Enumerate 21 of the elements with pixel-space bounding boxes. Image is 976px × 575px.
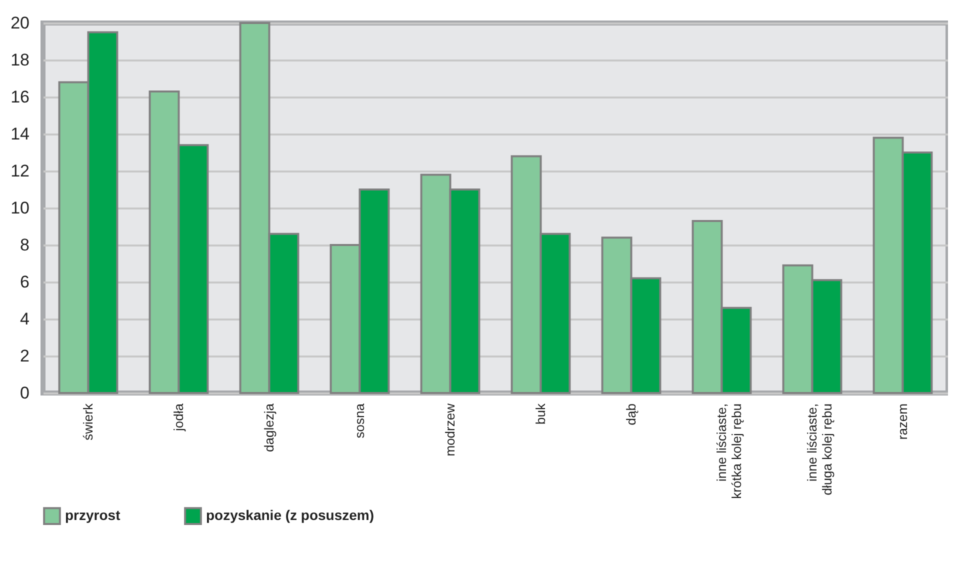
y-tick-label: 6 bbox=[20, 272, 30, 292]
y-tick-label: 18 bbox=[10, 50, 30, 70]
legend-label: pozyskanie (z posuszem) bbox=[206, 507, 374, 524]
y-tick-label: 20 bbox=[10, 14, 30, 32]
x-tick-label: sosna bbox=[352, 402, 367, 438]
x-tick-label: daglezja bbox=[261, 402, 276, 452]
legend-label: przyrost bbox=[65, 507, 121, 524]
y-tick-label: 16 bbox=[10, 88, 30, 106]
y-tick-label: 4 bbox=[20, 310, 30, 328]
y-tick-label: 0 bbox=[20, 384, 30, 402]
x-tick-label: jodła bbox=[170, 402, 186, 432]
x-tick-label: dąb bbox=[623, 404, 638, 426]
y-tick-label: 10 bbox=[10, 198, 30, 218]
y-tick-label: 2 bbox=[20, 346, 30, 366]
x-tick-label: świerk bbox=[80, 403, 96, 440]
x-tick-label: modrzew bbox=[442, 402, 458, 456]
y-tick-label: 14 bbox=[10, 124, 30, 144]
x-tick-label: buk bbox=[532, 403, 548, 424]
y-tick-label: 8 bbox=[20, 236, 30, 254]
x-tick-label: razem bbox=[894, 404, 910, 440]
y-tick-label: 12 bbox=[10, 162, 30, 180]
